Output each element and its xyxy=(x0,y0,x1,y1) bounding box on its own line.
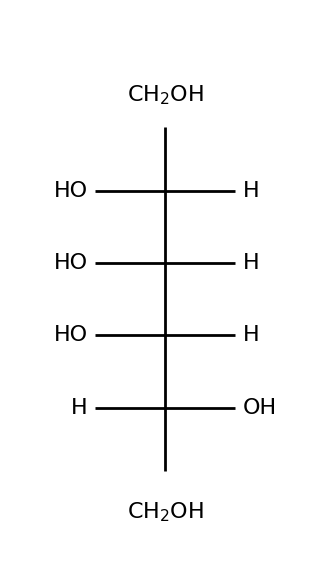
Text: $\mathregular{CH_2OH}$: $\mathregular{CH_2OH}$ xyxy=(127,83,204,107)
Text: $\mathregular{CH_2OH}$: $\mathregular{CH_2OH}$ xyxy=(127,501,204,524)
Text: HO: HO xyxy=(53,181,88,201)
Text: H: H xyxy=(242,253,259,273)
Text: H: H xyxy=(71,398,88,418)
Text: OH: OH xyxy=(242,398,277,418)
Text: H: H xyxy=(242,181,259,201)
Text: HO: HO xyxy=(53,325,88,345)
Text: HO: HO xyxy=(53,253,88,273)
Text: H: H xyxy=(242,325,259,345)
